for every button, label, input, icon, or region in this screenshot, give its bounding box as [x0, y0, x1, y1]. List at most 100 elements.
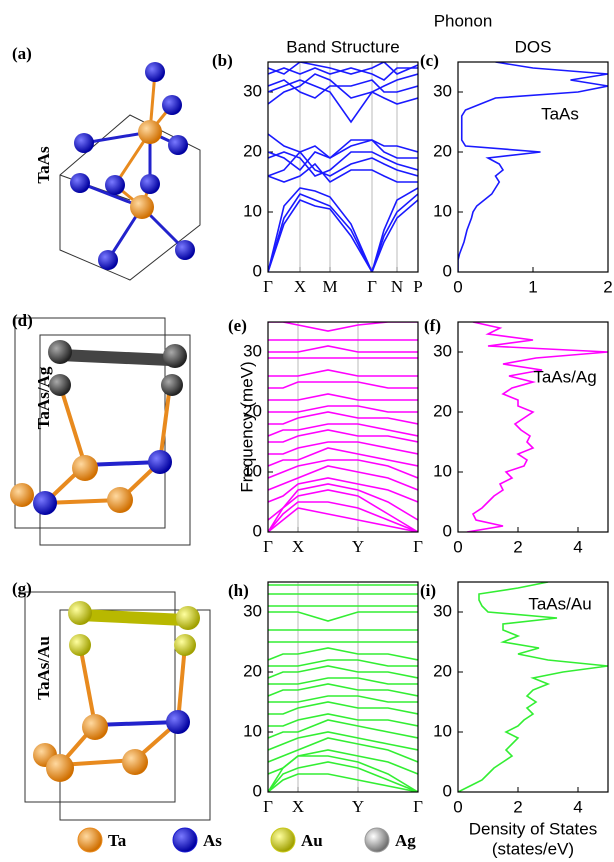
x-tick-label: Γ — [263, 277, 273, 296]
material-label: TaAs/Au — [34, 636, 53, 700]
legend-label: Ag — [395, 831, 416, 850]
legend-swatch — [173, 828, 197, 852]
y-tick-label: 0 — [443, 781, 452, 800]
crystal-d — [10, 318, 190, 545]
panel-label: (h) — [228, 581, 249, 600]
x-tick-label: 4 — [573, 797, 582, 816]
x-tick-label: 0 — [453, 537, 462, 556]
panel-label: (d) — [12, 311, 33, 330]
y-tick-label: 10 — [433, 201, 452, 220]
y-tick-label: 0 — [253, 521, 262, 540]
x-axis-label: (states/eV) — [492, 839, 574, 858]
panel-title: DOS — [515, 37, 552, 56]
panel-label: (g) — [12, 579, 32, 598]
x-tick-label: Γ — [263, 537, 273, 556]
data-line — [268, 666, 418, 678]
plot-frame — [268, 322, 418, 532]
x-tick-label: 2 — [603, 277, 612, 296]
x-tick-label: X — [294, 277, 306, 296]
annotation: TaAs/Au — [528, 594, 591, 613]
y-tick-label: 0 — [253, 781, 262, 800]
data-line — [268, 394, 418, 400]
data-line — [268, 346, 418, 352]
data-line — [268, 508, 418, 532]
y-tick-label: 20 — [433, 661, 452, 680]
x-tick-label: Γ — [263, 797, 273, 816]
data-line — [268, 322, 418, 331]
plot-frame — [268, 62, 418, 272]
panel-title: Band Structure — [286, 37, 399, 56]
annotation: TaAs/Ag — [533, 367, 596, 386]
y-tick-label: 0 — [443, 521, 452, 540]
x-tick-label: Y — [352, 797, 364, 816]
annotation: TaAs — [541, 104, 579, 123]
data-line — [268, 164, 418, 182]
data-line — [268, 152, 418, 176]
data-line — [268, 702, 418, 714]
data-line — [458, 582, 608, 792]
data-line — [268, 660, 418, 666]
data-line — [268, 62, 418, 74]
y-tick-label: 30 — [243, 601, 262, 620]
y-tick-label: 0 — [443, 261, 452, 280]
data-line — [458, 62, 608, 272]
data-line — [268, 442, 418, 454]
y-tick-label: 20 — [433, 141, 452, 160]
y-tick-label: 10 — [243, 201, 262, 220]
data-line — [268, 678, 418, 684]
y-tick-label: 10 — [243, 721, 262, 740]
data-line — [268, 370, 418, 376]
panel-label: (c) — [420, 51, 439, 70]
x-tick-label: Γ — [367, 277, 377, 296]
x-tick-label: 1 — [528, 277, 537, 296]
x-tick-label: 0 — [453, 277, 462, 296]
data-line — [467, 322, 608, 532]
y-tick-label: 10 — [433, 721, 452, 740]
x-tick-label: M — [322, 277, 337, 296]
panel-label: (e) — [228, 316, 247, 335]
y-tick-label: 0 — [253, 261, 262, 280]
crystal-a — [60, 62, 200, 280]
legend-swatch — [271, 828, 295, 852]
data-line — [268, 406, 418, 412]
data-line — [268, 696, 418, 702]
data-line — [268, 382, 418, 388]
legend-swatch — [78, 828, 102, 852]
x-tick-label: 4 — [573, 537, 582, 556]
data-line — [268, 648, 418, 660]
data-line — [268, 684, 418, 696]
panel-label: (i) — [420, 581, 436, 600]
legend-swatch — [365, 828, 389, 852]
plot-frame — [458, 582, 608, 792]
y-axis-label: Frequency (meV) — [237, 361, 256, 492]
data-line — [268, 490, 418, 532]
y-tick-label: 30 — [433, 341, 452, 360]
panel-label: (b) — [212, 51, 233, 70]
material-label: TaAs/Ag — [34, 366, 53, 429]
x-tick-label: X — [292, 797, 304, 816]
data-line — [268, 424, 418, 436]
data-line — [268, 74, 418, 104]
panel-label: (f) — [424, 316, 441, 335]
y-tick-label: 30 — [243, 341, 262, 360]
data-line — [268, 188, 418, 272]
legend-label: Au — [301, 831, 323, 850]
panel-label: (a) — [12, 44, 32, 63]
x-tick-label: X — [292, 537, 304, 556]
data-line — [268, 412, 418, 424]
y-tick-label: 30 — [433, 81, 452, 100]
x-tick-label: 0 — [453, 797, 462, 816]
x-axis-label: Density of States — [469, 819, 598, 838]
legend-label: As — [203, 831, 222, 850]
crystal-g — [25, 592, 210, 820]
figure-title: Phonon — [434, 11, 493, 30]
figure: Phonon — [0, 0, 614, 862]
y-tick-label: 20 — [433, 401, 452, 420]
legend-label: Ta — [108, 831, 127, 850]
x-tick-label: N — [391, 277, 403, 296]
x-tick-label: 2 — [513, 537, 522, 556]
y-tick-label: 30 — [243, 81, 262, 100]
y-tick-label: 20 — [243, 661, 262, 680]
x-tick-label: Γ — [413, 797, 423, 816]
material-label: TaAs — [34, 146, 53, 184]
